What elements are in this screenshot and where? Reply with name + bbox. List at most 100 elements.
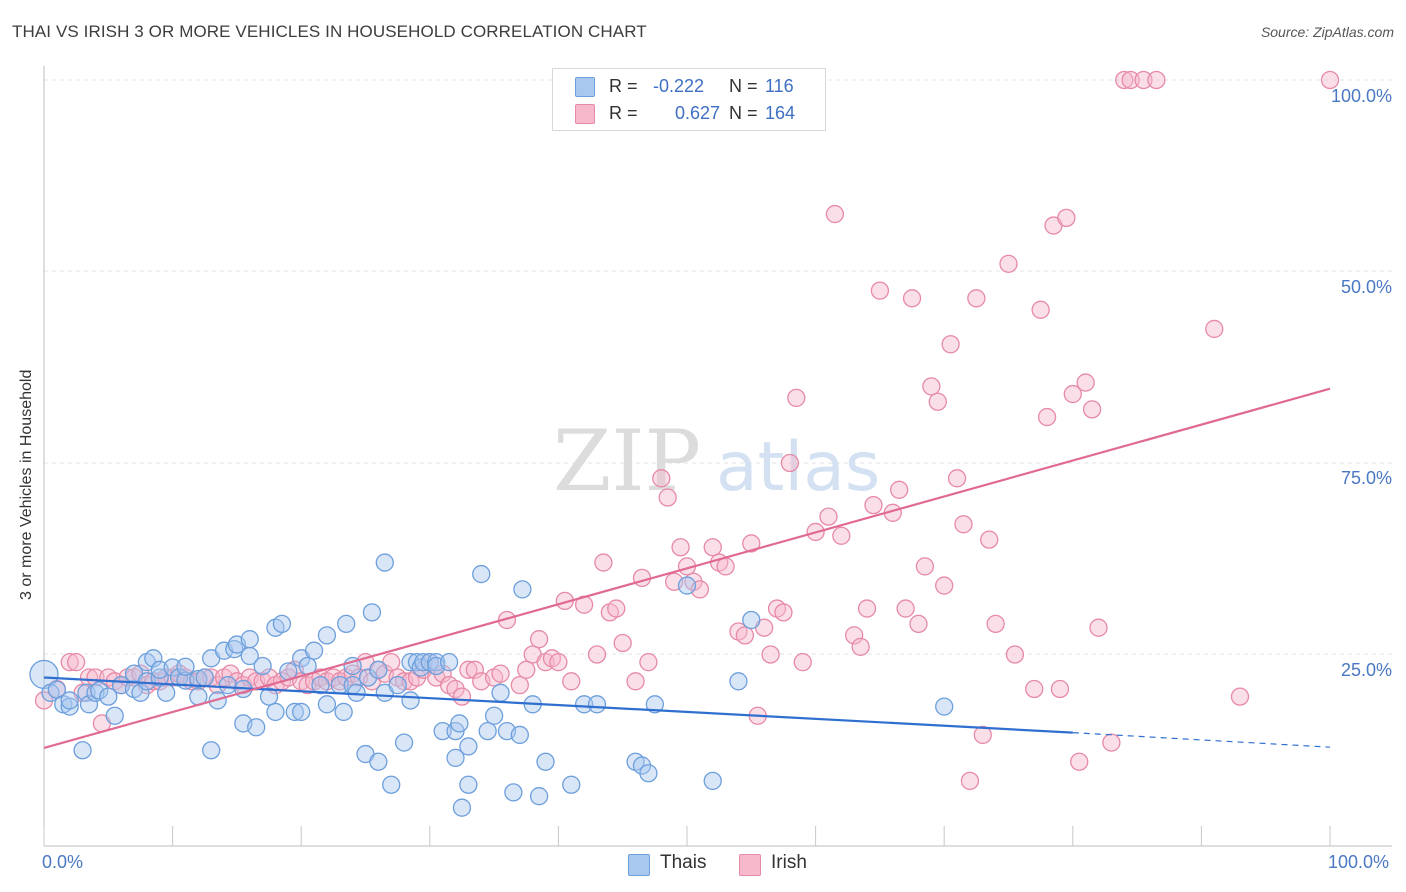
irish-n-value: 164 <box>765 103 796 123</box>
thais-point <box>574 695 594 714</box>
irish-point <box>960 771 980 791</box>
irish-point <box>735 626 755 645</box>
thais-point <box>317 695 337 714</box>
watermark-atlas: atlas <box>716 428 880 507</box>
irish-point <box>465 660 484 679</box>
thais-legend-swatch <box>628 854 650 876</box>
thais-point <box>131 683 150 702</box>
thais-point <box>218 675 238 695</box>
irish-point <box>915 557 935 576</box>
y-tick-25: 25.0% <box>1340 660 1392 680</box>
irish-point <box>510 675 529 695</box>
irish-point <box>819 507 838 526</box>
irish-point <box>1115 70 1134 90</box>
thais-point <box>452 798 472 817</box>
irish-point <box>491 664 510 683</box>
thais-trendline <box>43 676 1073 734</box>
gridlines <box>44 79 1392 655</box>
thais-point <box>382 775 401 794</box>
thais-point <box>362 603 382 622</box>
trendlines <box>43 387 1331 750</box>
irish-point <box>947 469 967 488</box>
irish-point <box>1082 400 1102 419</box>
irish-point <box>459 660 478 679</box>
thais-point <box>347 683 366 702</box>
irish-trendline <box>43 387 1331 750</box>
thais-point <box>388 675 407 695</box>
x-tick-100: 100.0% <box>1328 852 1390 872</box>
x-tick-0: 0.0% <box>42 852 84 872</box>
thais-point <box>317 626 337 645</box>
legend-r-label: R = <box>609 103 638 123</box>
thais-r-value: -0.222 <box>653 76 705 96</box>
thais-point <box>163 658 182 677</box>
irish-point <box>1025 679 1044 699</box>
thais-point <box>311 675 330 695</box>
irish-point <box>60 653 79 672</box>
irish-point <box>1102 733 1121 752</box>
irish-point <box>967 289 986 308</box>
irish-point <box>1134 70 1153 90</box>
legend: R = -0.222 N = 116 R = 0.627 N = 164 <box>552 68 826 131</box>
source-label: Source: ZipAtlas.com <box>1260 24 1394 40</box>
irish-point <box>632 568 652 588</box>
irish-point <box>639 653 658 672</box>
irish-point <box>1147 70 1166 90</box>
irish-point <box>935 576 954 595</box>
y-tick-50: 75.0% <box>1340 468 1392 488</box>
irish-point <box>652 469 671 488</box>
thais-point <box>472 564 491 584</box>
irish-point <box>928 392 947 411</box>
irish-point <box>870 281 890 300</box>
irish-point <box>742 534 761 553</box>
thais-point <box>99 687 118 706</box>
thais-point <box>79 695 99 714</box>
irish-point <box>1076 373 1095 392</box>
thais-point <box>240 630 259 649</box>
thais-point <box>60 691 79 710</box>
watermark-zip: ZIP <box>553 412 701 510</box>
irish-point <box>1037 407 1057 427</box>
irish-point <box>716 557 735 576</box>
thais-point <box>677 576 697 595</box>
irish-point <box>1230 687 1250 706</box>
irish-point <box>902 289 922 308</box>
irish-point <box>890 480 909 499</box>
thais-n-value: 116 <box>765 76 794 96</box>
irish-point <box>658 488 677 507</box>
thais-point <box>433 721 452 741</box>
irish-legend-swatch <box>739 854 761 876</box>
watermark: ZIP atlas <box>553 412 880 510</box>
irish-point <box>832 526 851 545</box>
irish-point <box>1057 208 1076 228</box>
thais-point <box>334 702 353 722</box>
thais-point <box>358 668 378 687</box>
thais-point <box>703 771 722 791</box>
irish-point <box>922 377 941 396</box>
irish-point <box>761 645 780 664</box>
irish-point <box>529 630 549 649</box>
irish-point <box>845 626 864 645</box>
irish-point <box>562 672 581 691</box>
thais-point <box>29 659 59 690</box>
thais-point <box>343 656 362 676</box>
thais-point <box>369 752 388 771</box>
irish-point <box>1320 70 1340 90</box>
irish-point <box>999 254 1018 273</box>
irish-point <box>671 538 690 557</box>
irish-point <box>857 599 877 618</box>
thais-point <box>401 653 420 672</box>
thais-point <box>259 687 279 706</box>
irish-point <box>613 633 632 653</box>
irish-point <box>517 660 536 679</box>
thais-points <box>29 553 954 817</box>
thais-point <box>587 695 607 714</box>
irish-point <box>954 515 973 534</box>
thais-point <box>729 672 748 691</box>
thais-point <box>459 737 478 756</box>
irish-point <box>1070 752 1089 771</box>
irish-point <box>587 645 607 664</box>
thais-point <box>484 706 504 725</box>
thais-point <box>439 653 459 672</box>
